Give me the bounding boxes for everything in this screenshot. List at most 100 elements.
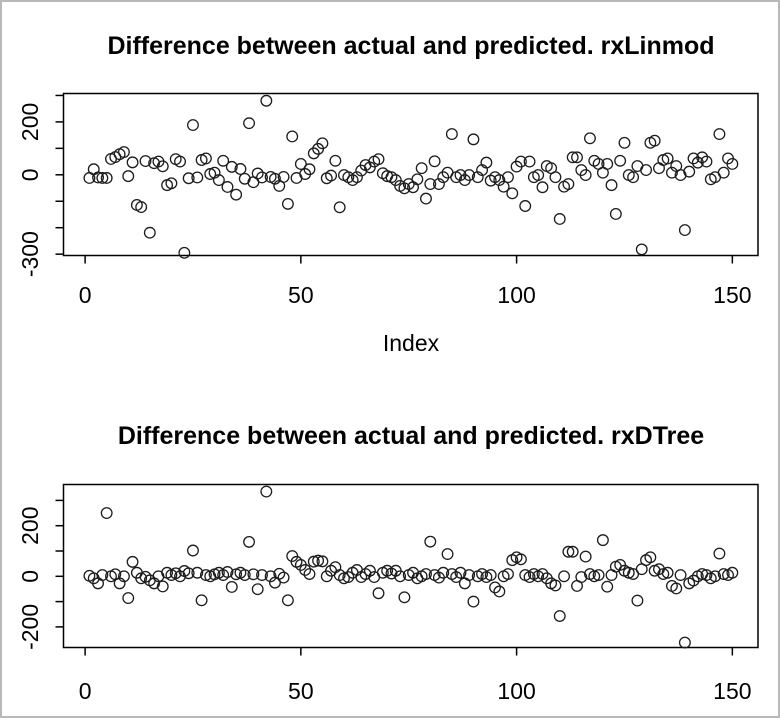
data-point <box>251 167 264 180</box>
data-point <box>126 555 139 568</box>
data-point <box>566 545 579 558</box>
data-point <box>463 169 476 182</box>
data-point <box>700 155 713 168</box>
data-point <box>372 587 385 600</box>
data-point <box>303 568 316 580</box>
data-point <box>502 171 514 184</box>
data-point <box>562 178 575 191</box>
data-point <box>717 166 730 179</box>
plot-box <box>62 483 759 649</box>
x-tick-label: 150 <box>713 678 751 704</box>
data-point <box>256 171 268 184</box>
y-tick-label: -200 <box>17 604 43 650</box>
data-point <box>260 94 273 107</box>
data-point <box>450 571 463 584</box>
data-point <box>225 580 238 593</box>
data-point <box>601 158 614 170</box>
data-point <box>126 156 139 169</box>
data-point <box>122 170 135 183</box>
data-point <box>549 579 562 592</box>
data-point <box>661 152 674 165</box>
data-point <box>415 162 428 175</box>
data-point <box>683 165 696 178</box>
plot1-x-axis-label: Index <box>382 330 440 356</box>
data-point <box>653 162 665 175</box>
data-point <box>187 119 199 132</box>
data-point <box>437 566 450 579</box>
plot2-title: Difference between actual and predicted.… <box>117 422 705 450</box>
data-point <box>519 200 532 212</box>
data-point <box>333 201 346 214</box>
data-point <box>445 128 458 141</box>
data-point <box>117 570 130 583</box>
plot1-title: Difference between actual and predicted.… <box>107 32 715 60</box>
data-point <box>187 544 199 557</box>
data-point <box>247 568 260 581</box>
data-point <box>678 636 691 649</box>
data-point <box>420 192 432 205</box>
data-point <box>523 155 536 168</box>
data-point <box>234 163 247 175</box>
data-point <box>553 610 566 622</box>
data-point <box>277 170 290 183</box>
data-point <box>398 182 411 195</box>
data-point <box>489 581 501 594</box>
data-point <box>696 151 709 164</box>
data-point <box>316 137 329 150</box>
data-point <box>182 567 195 580</box>
data-point <box>670 582 683 595</box>
x-tick-label: 100 <box>497 282 535 308</box>
data-point <box>484 569 497 581</box>
data-point <box>273 567 286 580</box>
data-point <box>312 554 325 567</box>
data-point <box>713 547 726 560</box>
data-point <box>713 128 726 141</box>
data-point <box>717 568 730 580</box>
y-tick-label: 200 <box>17 507 43 545</box>
data-point <box>605 179 618 192</box>
data-point <box>553 213 566 225</box>
data-point <box>467 595 480 608</box>
x-tick-label: 150 <box>713 282 751 308</box>
data-point <box>294 158 307 170</box>
data-point <box>558 570 571 583</box>
y-tick-label: 0 <box>17 168 43 181</box>
x-tick-label: 100 <box>497 678 535 704</box>
data-point <box>139 155 152 167</box>
data-point <box>506 187 519 200</box>
data-point <box>644 551 657 564</box>
data-point <box>502 568 514 580</box>
data-point <box>579 169 592 182</box>
data-point <box>648 134 661 147</box>
data-point <box>221 566 234 578</box>
data-point <box>726 158 739 170</box>
data-point <box>143 226 156 239</box>
data-point <box>635 243 648 256</box>
plot-box <box>62 92 759 257</box>
data-point <box>96 172 109 184</box>
data-point <box>195 594 208 607</box>
data-point <box>251 583 264 596</box>
data-point <box>217 154 230 167</box>
data-point <box>432 178 445 191</box>
data-point <box>174 155 186 168</box>
data-point <box>631 594 644 607</box>
data-point <box>463 569 476 581</box>
x-tick-label: 0 <box>79 678 92 704</box>
data-point <box>139 570 152 583</box>
data-point <box>281 594 294 607</box>
x-tick-label: 0 <box>79 282 92 308</box>
data-point <box>441 548 454 560</box>
data-point <box>592 569 605 581</box>
data-point <box>614 154 627 167</box>
data-point <box>627 171 640 184</box>
data-point <box>243 535 256 548</box>
data-point <box>411 173 424 186</box>
data-point <box>264 570 277 583</box>
data-point <box>398 591 411 604</box>
data-point <box>532 169 545 182</box>
data-point <box>514 553 527 566</box>
data-point <box>307 555 320 568</box>
data-point <box>178 246 191 259</box>
